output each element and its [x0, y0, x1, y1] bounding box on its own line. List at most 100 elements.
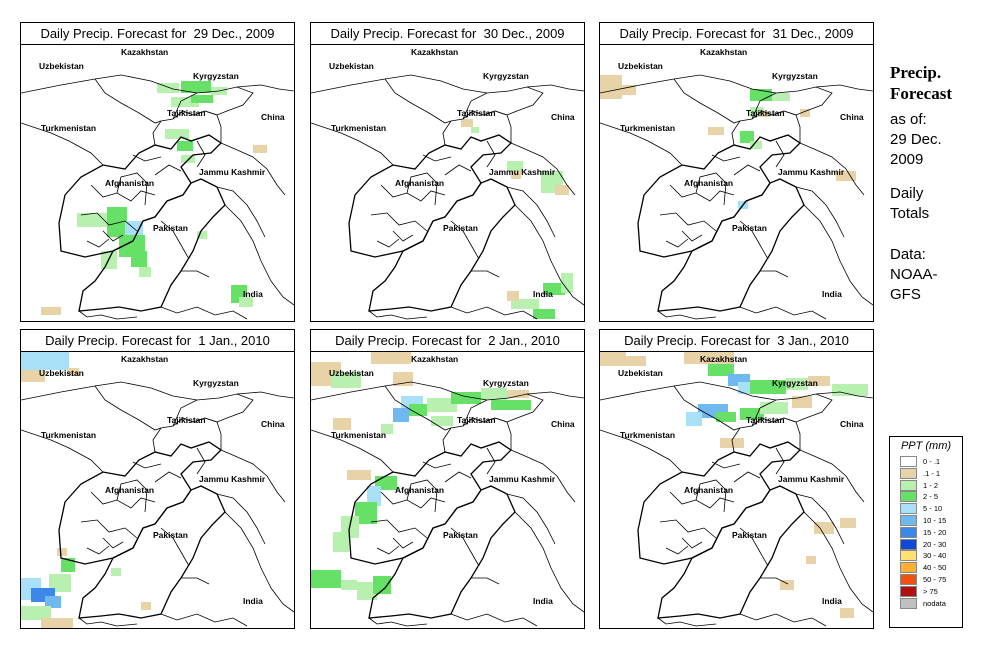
border-line — [154, 164, 182, 176]
as-of-date: as of: 29 Dec. 2009 — [890, 110, 980, 170]
country-label: China — [261, 419, 285, 429]
border-line — [160, 527, 190, 567]
border-line — [659, 519, 717, 539]
precip-cell — [760, 111, 770, 117]
precip-cell — [67, 368, 79, 376]
precip-cell — [107, 207, 127, 237]
precip-cell — [333, 418, 351, 430]
border-line — [80, 519, 138, 539]
data-source: NOAA- — [890, 266, 938, 283]
border-line — [600, 429, 683, 473]
country-label: Kyrgyzstan — [483, 71, 529, 81]
country-label: Jammu Kashmir — [489, 474, 556, 484]
border-line — [795, 186, 845, 238]
precip-cell — [371, 352, 411, 364]
country-label: Jammu Kashmir — [489, 167, 556, 177]
country-label: Kyrgyzstan — [772, 71, 818, 81]
legend-row: 15 - 20 — [890, 526, 962, 539]
panel-title: Daily Precip. Forecast for 1 Jan., 2010 — [21, 330, 294, 352]
precip-cell — [832, 384, 868, 396]
border-line — [695, 172, 727, 206]
legend-label: 0 - .1 — [923, 457, 941, 466]
precip-cell — [77, 213, 107, 227]
sidebar-title: Precip. Forecast — [890, 62, 952, 104]
precip-cell — [600, 352, 626, 366]
legend-row: 10 - 15 — [890, 514, 962, 527]
border-line — [78, 617, 138, 627]
border-line — [170, 270, 210, 286]
precip-map: Kazakhstan Uzbekistan Kyrgyzstan Tajikistan… — [600, 47, 873, 320]
legend-label: 40 - 50 — [923, 563, 947, 573]
country-label: Kazakhstan — [121, 47, 168, 57]
border-line — [739, 527, 769, 567]
precip-cell — [600, 75, 622, 99]
precip-cell — [800, 109, 810, 117]
country-label: Kazakhstan — [700, 47, 747, 57]
precip-cell — [341, 580, 357, 590]
border-line — [669, 184, 735, 202]
country-label: China — [551, 112, 575, 122]
border-line — [486, 140, 496, 168]
border-line — [220, 449, 286, 503]
precip-cell — [780, 580, 794, 590]
precip-cell — [355, 502, 377, 524]
border-line — [220, 142, 286, 196]
border-line — [460, 270, 500, 286]
border-line — [526, 391, 584, 399]
precip-cell — [750, 380, 786, 394]
country-label: Afghanistan — [395, 485, 444, 495]
border-line — [80, 212, 138, 232]
country-label: Uzbekistan — [618, 61, 663, 71]
border-line — [154, 471, 182, 483]
legend-swatch — [900, 573, 917, 585]
legend-swatch — [900, 562, 917, 574]
country-label: Tajikistan — [746, 415, 785, 425]
border-line — [695, 479, 727, 513]
country-label: Uzbekistan — [618, 368, 663, 378]
precip-cell — [111, 568, 121, 576]
country-label: Uzbekistan — [39, 368, 84, 378]
precip-cell — [750, 107, 764, 117]
border-line — [370, 519, 428, 539]
border-line — [58, 441, 223, 565]
border-line — [510, 449, 576, 503]
country-label: Turkmenistan — [620, 123, 675, 133]
country-label: Turkmenistan — [331, 123, 386, 133]
precip-cell — [836, 171, 856, 181]
precip-cell — [808, 376, 830, 386]
country-label: China — [261, 112, 285, 122]
border-line — [368, 617, 428, 627]
precip-cell — [760, 402, 788, 414]
border-line — [236, 84, 294, 92]
border-line — [749, 577, 789, 593]
precip-cell — [740, 408, 764, 420]
border-line — [673, 385, 741, 431]
border-line — [803, 204, 873, 306]
precip-cell — [720, 438, 744, 448]
legend-row: 40 - 50 — [890, 562, 962, 574]
precip-cell — [381, 424, 393, 434]
precip-cell — [511, 171, 521, 179]
precip-map: Kazakhstan Uzbekistan Kyrgyzstan Tajikistan… — [311, 47, 584, 320]
border-line — [311, 74, 488, 94]
legend-swatch — [900, 456, 917, 467]
country-label: China — [840, 112, 864, 122]
precip-cell — [491, 400, 531, 410]
country-label: India — [822, 289, 842, 299]
legend-row: 2 - 5 — [890, 491, 962, 503]
border-line — [90, 491, 156, 509]
country-label: Kyrgyzstan — [483, 378, 529, 388]
border-line — [406, 172, 438, 206]
precip-cell — [357, 582, 377, 600]
legend-row: 30 - 40 — [890, 550, 962, 562]
country-label: Afghanistan — [684, 485, 733, 495]
legend-label: 50 - 75 — [923, 574, 947, 584]
precip-cell — [61, 558, 75, 572]
border-line — [803, 511, 873, 613]
country-label: Pakistan — [443, 223, 478, 233]
country-label: Pakistan — [732, 530, 767, 540]
legend-label: 1 - 2 — [923, 480, 939, 490]
border-line — [600, 74, 777, 94]
totals-line: Daily — [890, 185, 924, 202]
legend-row: 5 - 10 — [890, 503, 962, 515]
